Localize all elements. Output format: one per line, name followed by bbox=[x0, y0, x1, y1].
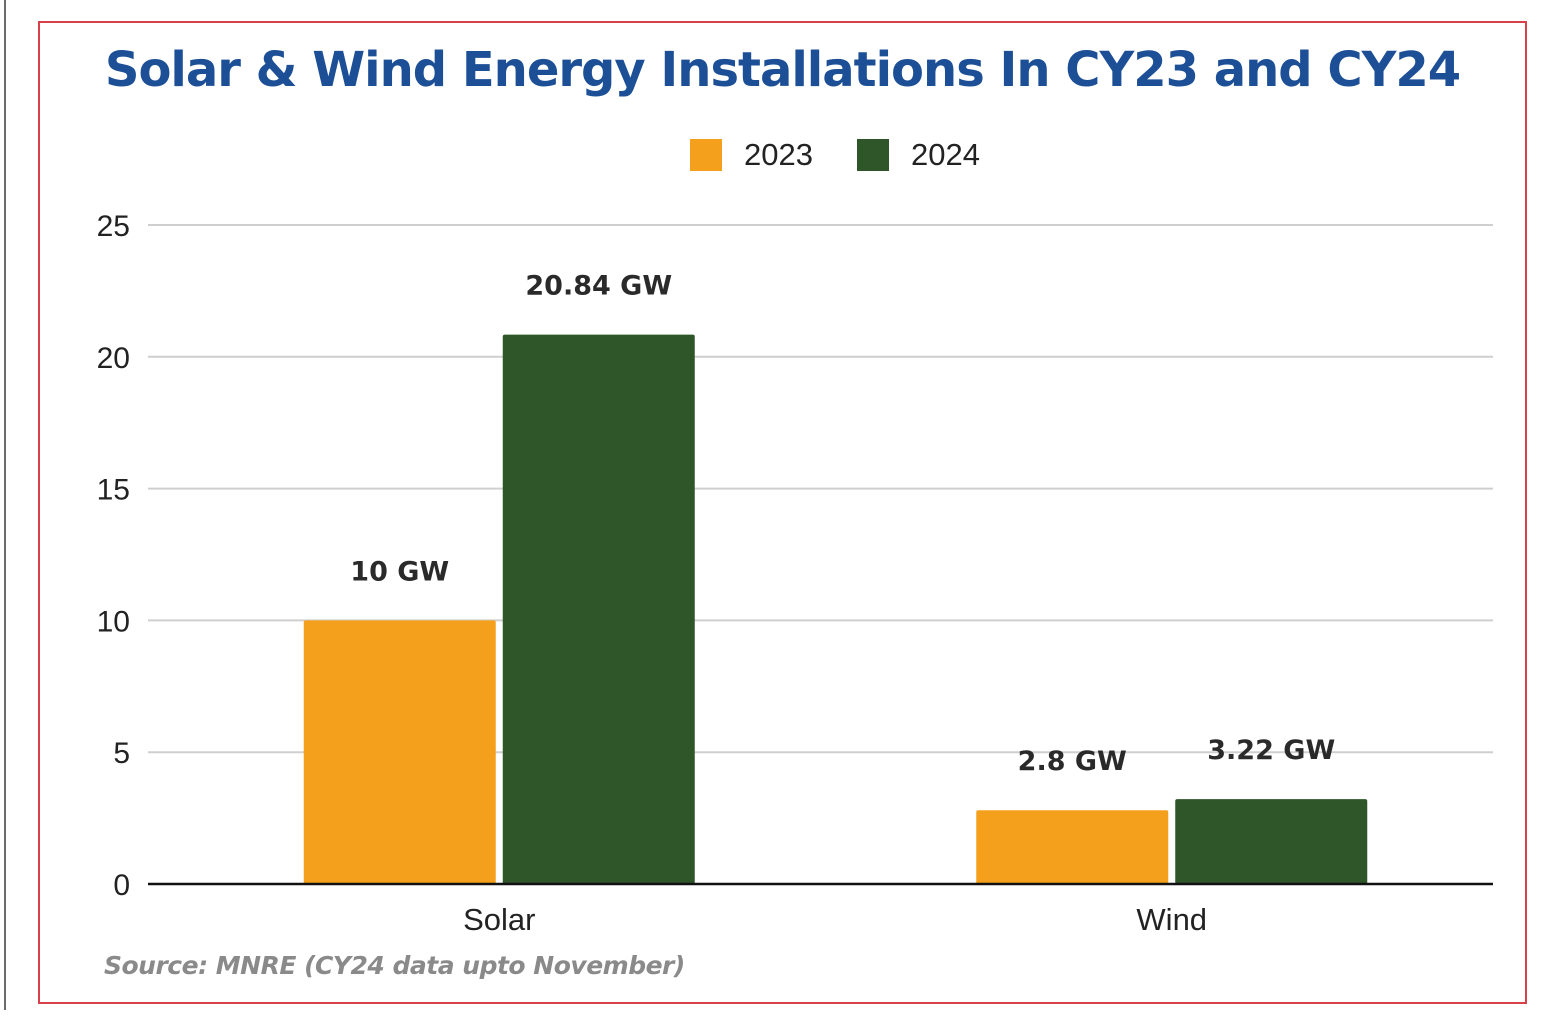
legend-item-2023: 2023 bbox=[690, 137, 813, 173]
x-tick-label: Solar bbox=[463, 902, 535, 937]
y-tick-label: 25 bbox=[97, 210, 130, 243]
y-tick-label: 15 bbox=[97, 474, 130, 507]
data-label: 20.84 GW bbox=[525, 271, 672, 302]
bar-solar-2023 bbox=[303, 620, 496, 884]
data-label: 10 GW bbox=[350, 556, 449, 587]
data-label: 2.8 GW bbox=[1018, 746, 1127, 777]
legend-swatch-2023 bbox=[690, 139, 722, 171]
legend-swatch-2024 bbox=[856, 139, 889, 171]
y-tick-label: 5 bbox=[113, 737, 130, 770]
y-tick-label: 10 bbox=[97, 605, 130, 638]
legend-label-2024: 2024 bbox=[910, 137, 980, 172]
page-edge-rule bbox=[4, 0, 6, 1010]
y-tick-label: 20 bbox=[97, 342, 130, 375]
legend-item-2024: 2024 bbox=[856, 137, 980, 173]
source-note: Source: MNRE (CY24 data upto November) bbox=[104, 951, 685, 980]
bar-wind-2023 bbox=[976, 810, 1169, 884]
data-label: 3.22 GW bbox=[1207, 735, 1335, 766]
x-tick-label: Wind bbox=[1136, 902, 1207, 937]
legend-label-2023: 2023 bbox=[744, 137, 813, 172]
bar-solar-2024 bbox=[502, 334, 695, 884]
chart-title: Solar & Wind Energy Installations In CY2… bbox=[104, 42, 1461, 98]
y-tick-label: 0 bbox=[113, 869, 130, 902]
legend: 2023 2024 bbox=[690, 137, 1024, 173]
bar-wind-2024 bbox=[1175, 799, 1368, 884]
